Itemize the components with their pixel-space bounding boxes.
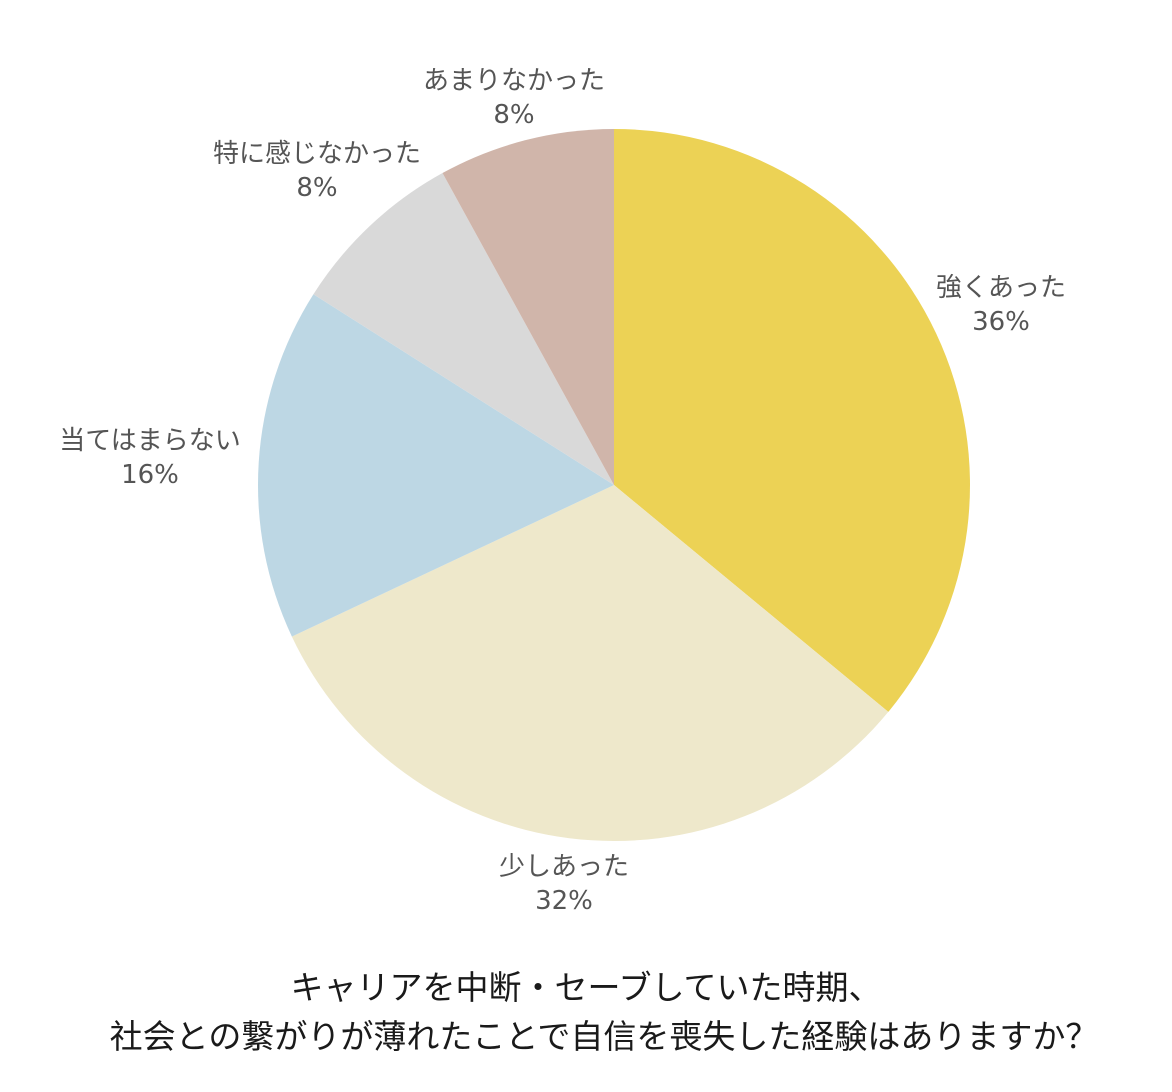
slice-label-5: あまりなかった bbox=[423, 66, 605, 96]
slice-percentage-2: 32% bbox=[535, 886, 593, 916]
pie-slice-1 bbox=[614, 129, 970, 712]
pie-slice-3 bbox=[257, 294, 614, 637]
slice-label-3: 当てはまらない bbox=[59, 426, 240, 456]
slice-percentage-5: 8% bbox=[493, 100, 534, 130]
slice-label-4: 特に感じなかった bbox=[213, 139, 421, 169]
chart-title-line-2: 社会との繋がりが薄れたことで自信を喪失した経験はありますか？ bbox=[109, 1017, 1099, 1056]
slice-percentage-1: 36% bbox=[972, 307, 1030, 337]
pie-chart: 強くあった 36% 少しあった 32% 当てはまらない 16% 特に感じなかった 8% あまりな… bbox=[59, 66, 1066, 916]
pie-slice-2 bbox=[291, 485, 889, 841]
pie-slice-4 bbox=[313, 173, 614, 485]
slices-layer bbox=[257, 129, 970, 841]
slice-label-1: 強くあった bbox=[936, 273, 1066, 303]
slice-percentage-3: 16% bbox=[121, 460, 179, 490]
chart-title-line-1: キャリアを中断・セーブしていた時期、 bbox=[290, 968, 882, 1007]
pie-slice-5 bbox=[442, 129, 614, 485]
slice-percentage-4: 8% bbox=[296, 173, 337, 203]
slice-label-2: 少しあった bbox=[499, 852, 629, 882]
labels-layer: 強くあった 36% 少しあった 32% 当てはまらない 16% 特に感じなかった 8% あまりな… bbox=[59, 66, 1066, 916]
